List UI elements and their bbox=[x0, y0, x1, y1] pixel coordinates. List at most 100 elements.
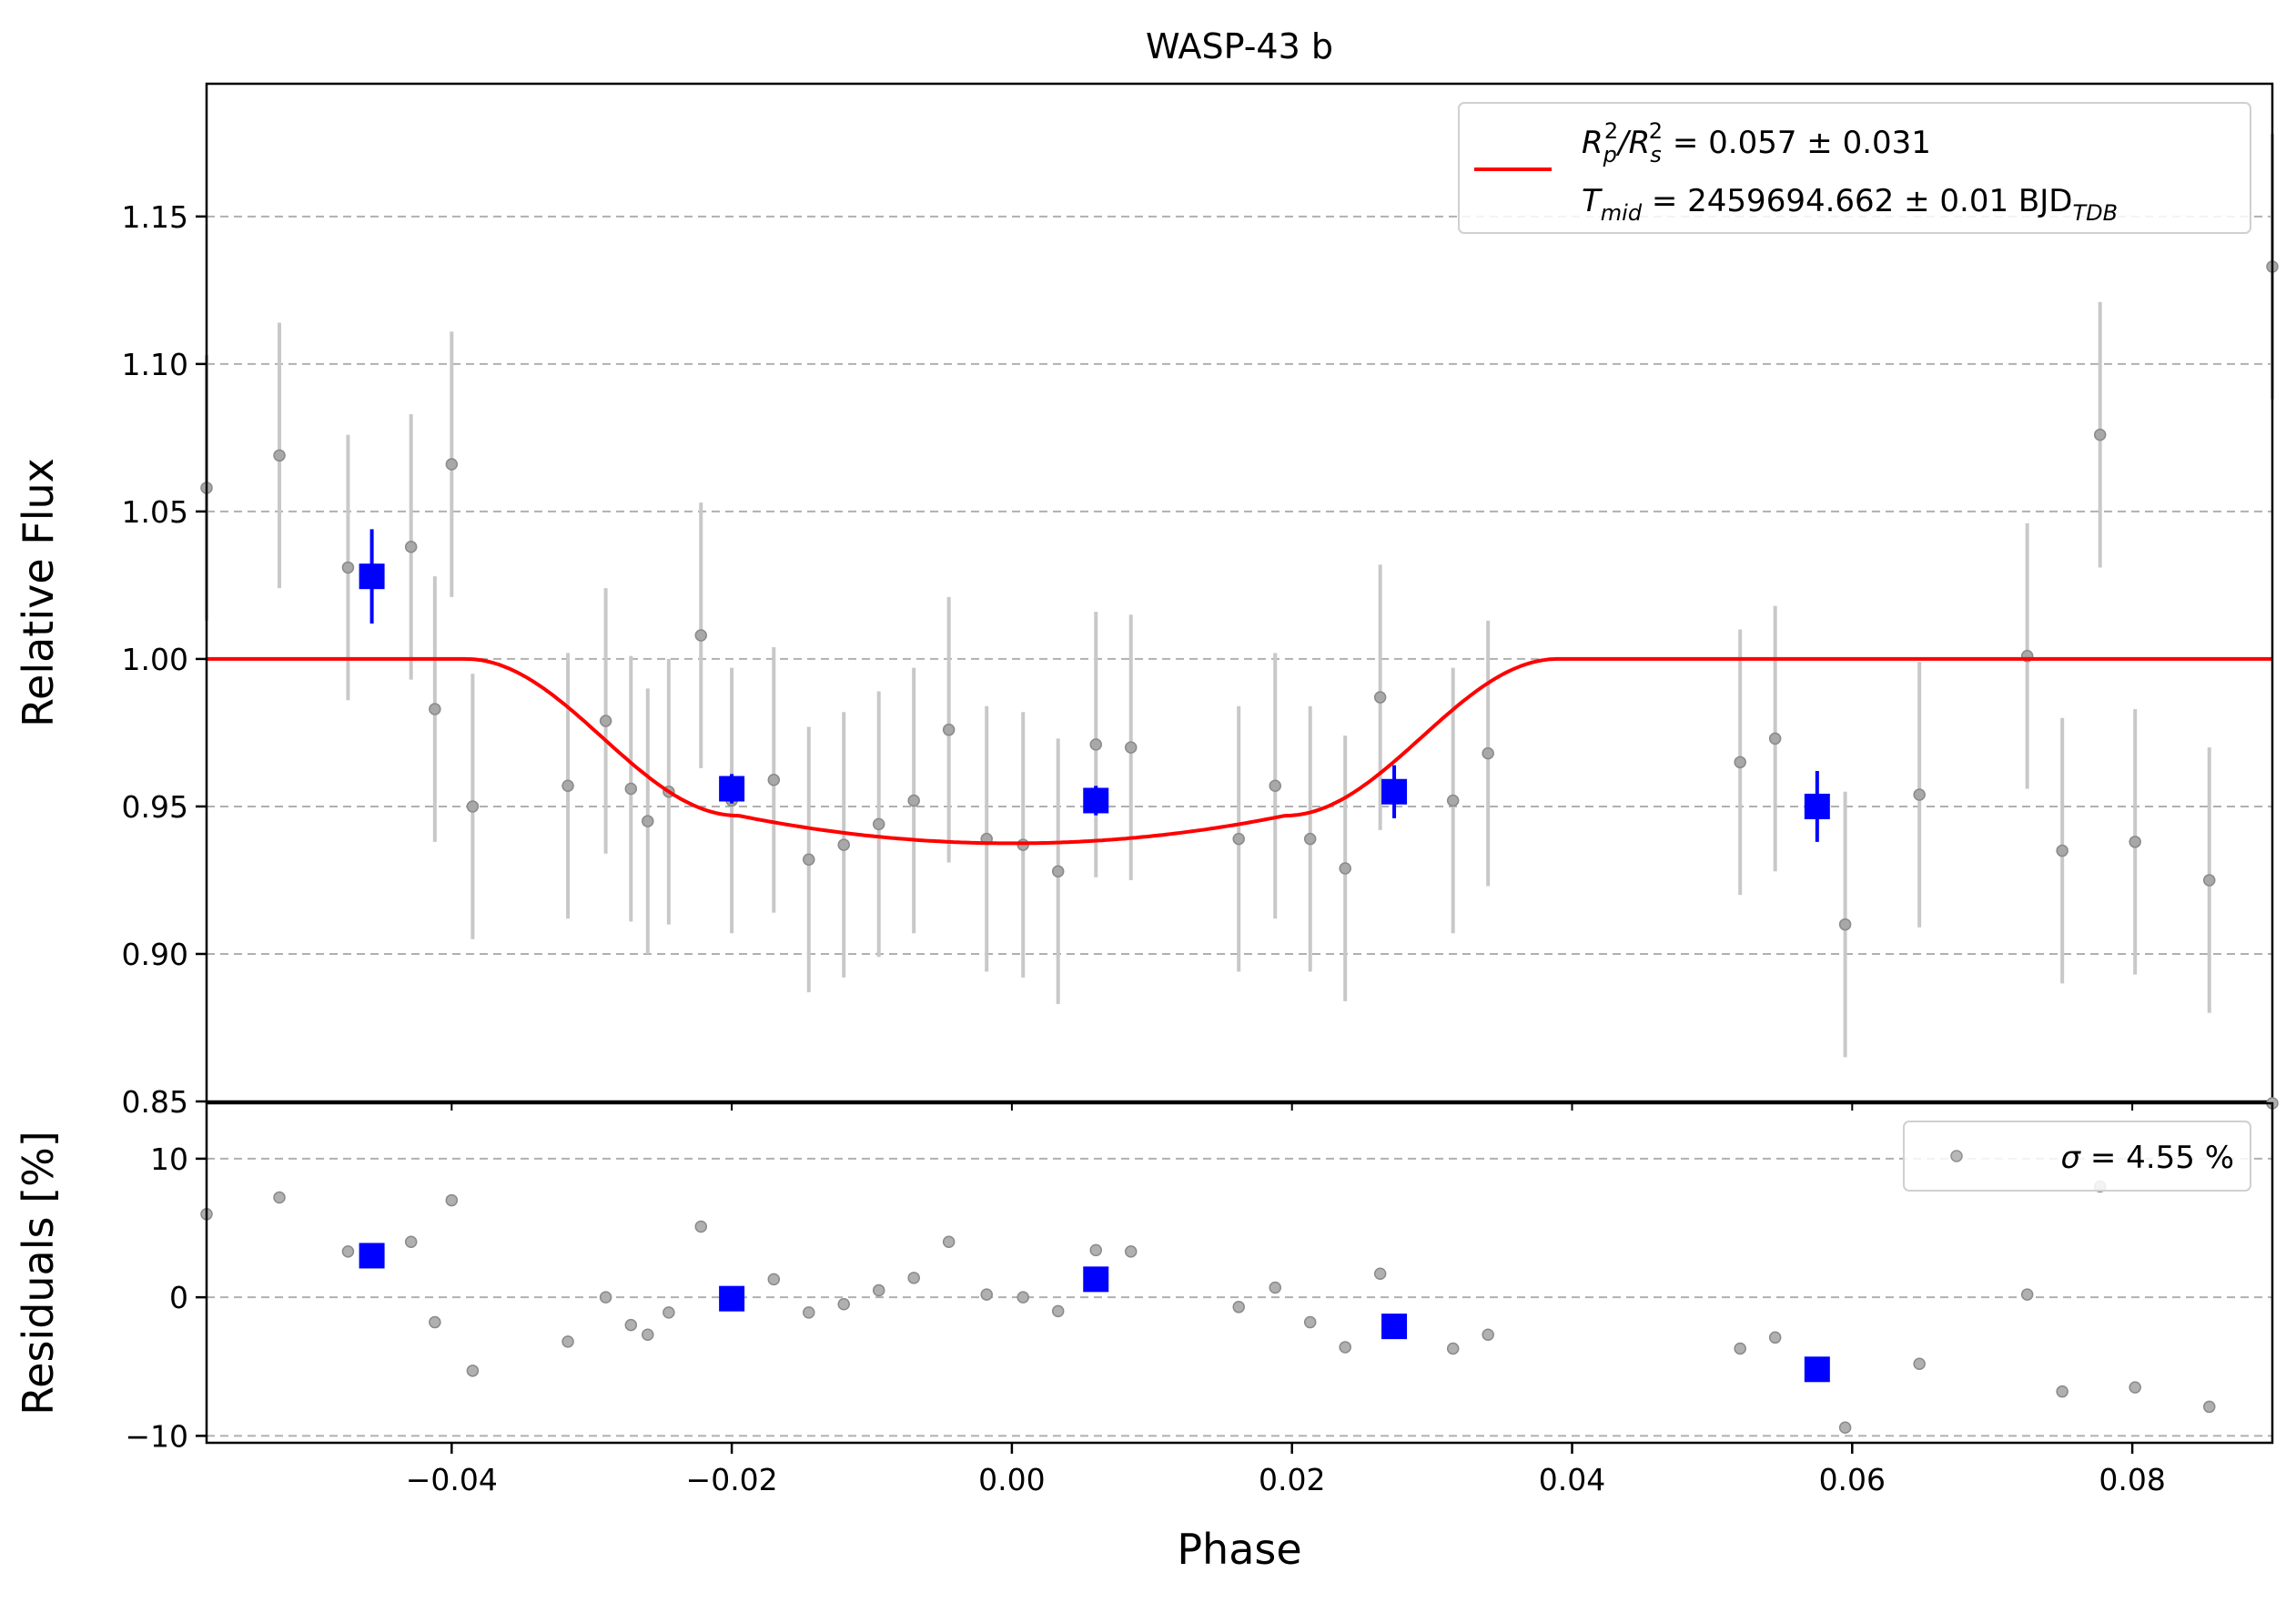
flux-point bbox=[1734, 756, 1746, 769]
flux-point bbox=[2056, 844, 2068, 857]
legend-residual-marker bbox=[1950, 1150, 1963, 1162]
legend-s-superscript: 2 bbox=[1649, 118, 1663, 144]
residuals-grid bbox=[207, 1157, 2272, 1437]
residual-point bbox=[1446, 1342, 1460, 1355]
flux-point bbox=[561, 779, 574, 793]
binned-point bbox=[1804, 793, 1830, 819]
residual-point bbox=[341, 1245, 355, 1258]
main-y-tick-label: 1.05 bbox=[122, 494, 188, 530]
flux-point bbox=[1303, 832, 1317, 846]
main-panel: 0.85 0.90 0.95 1.00 1.05 1.10 1.15 Relative Fl… bbox=[14, 82, 2279, 1120]
residual-point bbox=[445, 1193, 459, 1207]
x-ticks: −0.04 −0.02 0.00 0.02 0.04 0.06 0.08 bbox=[406, 1101, 2166, 1497]
x-tick-label: −0.02 bbox=[686, 1462, 778, 1497]
flux-point bbox=[445, 458, 459, 471]
flux-point bbox=[1124, 741, 1138, 754]
residual-point bbox=[1482, 1328, 1494, 1341]
residuals-legend-box bbox=[1903, 1121, 2251, 1192]
flux-point bbox=[1768, 732, 1782, 746]
legend-tmid: Tmid = 2459694.662 ± 0.01 BJDTDB bbox=[1582, 183, 2118, 226]
legend-s-subscript: s bbox=[1650, 142, 1662, 167]
flux-point bbox=[1051, 865, 1065, 878]
binned-point bbox=[1083, 787, 1109, 814]
residual-point bbox=[624, 1318, 638, 1332]
legend-t-symbol: T bbox=[1582, 183, 1603, 219]
residual-point bbox=[1913, 1357, 1926, 1370]
residuals-y-axis-label: Residuals [%] bbox=[14, 1131, 63, 1415]
x-tick-label: 0.08 bbox=[2099, 1462, 2165, 1497]
main-legend-box bbox=[1458, 102, 2251, 234]
flux-point bbox=[273, 449, 286, 462]
main-y-tick-label: 1.15 bbox=[122, 199, 188, 235]
main-errorbars bbox=[205, 134, 2274, 1058]
residual-point bbox=[1373, 1267, 1387, 1281]
residual-point bbox=[642, 1328, 654, 1341]
legend-tdb-subscript: TDB bbox=[2072, 200, 2118, 226]
residual-point bbox=[663, 1306, 675, 1319]
legend-slash-r: /R bbox=[1615, 125, 1650, 161]
residual-point bbox=[561, 1335, 574, 1348]
residual-point bbox=[1051, 1304, 1065, 1318]
main-y-tick-label: 1.10 bbox=[122, 347, 188, 382]
residual-point bbox=[767, 1273, 781, 1286]
flux-point bbox=[907, 794, 920, 807]
residual-point bbox=[1303, 1315, 1317, 1329]
residuals-points bbox=[200, 1097, 2279, 1435]
x-tick-label: 0.00 bbox=[978, 1462, 1045, 1497]
flux-point bbox=[599, 715, 612, 727]
residual-point bbox=[273, 1191, 286, 1204]
flux-point bbox=[1269, 779, 1281, 793]
main-y-tick-label: 0.95 bbox=[122, 789, 188, 825]
residual-point bbox=[404, 1235, 418, 1248]
residual-binned-point bbox=[1804, 1356, 1830, 1383]
main-points bbox=[200, 260, 2279, 931]
flux-point bbox=[2129, 836, 2141, 848]
flux-point bbox=[942, 723, 956, 736]
flux-point bbox=[1913, 788, 1926, 801]
residual-point bbox=[2020, 1288, 2034, 1301]
main-y-tick-label: 0.90 bbox=[122, 937, 188, 972]
legend-sigma-value: = 4.55 % bbox=[2080, 1140, 2234, 1176]
flux-point bbox=[2093, 428, 2107, 441]
x-tick-label: −0.04 bbox=[406, 1462, 498, 1497]
flux-point bbox=[1089, 738, 1103, 751]
main-plot-frame bbox=[205, 82, 2274, 1103]
residual-point bbox=[2129, 1381, 2141, 1394]
flux-point bbox=[803, 853, 815, 867]
residual-point bbox=[907, 1272, 920, 1284]
residual-binned-point bbox=[719, 1285, 745, 1312]
binned-point bbox=[719, 776, 745, 802]
flux-point bbox=[466, 800, 480, 813]
x-tick-label: 0.04 bbox=[1539, 1462, 1605, 1497]
residual-point bbox=[466, 1365, 480, 1377]
legend-radius-ratio: Rp2/Rs2 = 0.057 ± 0.031 bbox=[1582, 118, 1931, 167]
binned-point bbox=[359, 563, 385, 590]
legend-tmid-value: = 2459694.662 ± 0.01 BJD bbox=[1642, 183, 2072, 219]
flux-point bbox=[1232, 832, 1245, 846]
legend-sigma-symbol: σ bbox=[2061, 1140, 2082, 1176]
flux-point bbox=[1482, 746, 1494, 760]
residuals-plot-frame bbox=[205, 1101, 2274, 1445]
residual-binned-point bbox=[1083, 1266, 1109, 1293]
flux-point bbox=[341, 561, 355, 574]
residual-point bbox=[1339, 1341, 1351, 1354]
main-legend: Rp2/Rs2 = 0.057 ± 0.031 Tmid = 2459694.6… bbox=[1458, 102, 2251, 234]
residual-point bbox=[872, 1283, 885, 1297]
x-axis-label: Phase bbox=[1177, 1525, 1301, 1574]
flux-point bbox=[767, 774, 781, 786]
flux-point bbox=[1373, 691, 1387, 704]
residual-point bbox=[694, 1220, 708, 1233]
residual-point bbox=[1734, 1342, 1746, 1355]
legend-radius-value: = 0.057 ± 0.031 bbox=[1663, 125, 1931, 161]
flux-point bbox=[872, 817, 885, 831]
flux-point bbox=[2202, 874, 2216, 887]
binned-point bbox=[1381, 778, 1408, 805]
residual-point bbox=[599, 1291, 612, 1304]
main-y-axis-label: Relative Flux bbox=[14, 458, 63, 727]
flux-point bbox=[404, 541, 418, 553]
legend-sigma: σ = 4.55 % bbox=[2061, 1140, 2234, 1176]
residuals-y-tick-label: 10 bbox=[150, 1141, 188, 1177]
main-binned-points bbox=[359, 529, 1830, 842]
flux-point bbox=[429, 703, 441, 715]
